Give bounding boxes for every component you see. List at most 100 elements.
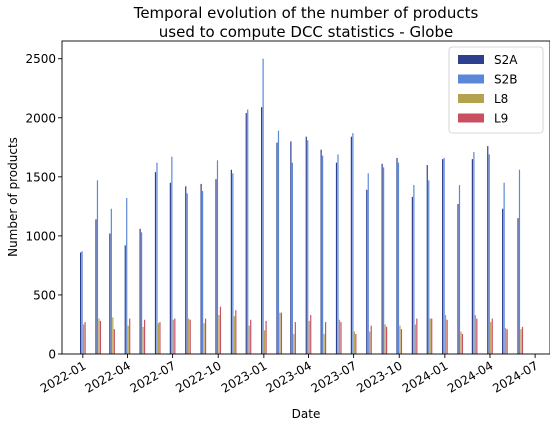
bar-l9-2022-03: [113, 329, 115, 354]
bar-l9-2022-05: [143, 319, 146, 354]
bar-l9-2022-07: [174, 318, 176, 354]
bar-l8-2024-02: [460, 331, 462, 354]
bar-s2a-2023-12: [426, 165, 428, 354]
bar-s2b-2023-02: [277, 130, 280, 354]
bar-l9-2024-01: [446, 319, 448, 354]
x-tick-label: 2023-10: [354, 358, 404, 395]
bar-l9-2024-03: [476, 318, 478, 354]
bar-s2b-2023-01: [262, 58, 264, 354]
x-axis-label: Date: [292, 407, 321, 421]
bar-l8-2022-12: [248, 325, 250, 354]
bar-l9-2024-04: [491, 318, 493, 354]
bar-l8-2024-05: [505, 328, 507, 354]
bar-s2a-2022-06: [154, 172, 157, 354]
bar-s2a-2023-04: [305, 136, 307, 354]
bar-l8-2022-04: [127, 325, 129, 354]
bar-s2b-2023-11: [413, 185, 415, 354]
bar-s2a-2022-12: [245, 113, 247, 354]
bar-s2a-2022-09: [200, 183, 202, 354]
bar-l9-2023-02: [280, 312, 283, 354]
y-axis-label: Number of products: [6, 137, 20, 257]
bar-l9-2022-09: [204, 318, 207, 354]
bar-s2a-2024-02: [457, 204, 459, 354]
bar-s2b-2023-03: [291, 162, 293, 354]
bar-s2b-2022-08: [186, 193, 188, 354]
bar-l8-2023-01: [263, 330, 266, 354]
chart-title-line-2: used to compute DCC statistics - Globe: [159, 23, 453, 41]
bar-l9-2023-04: [310, 315, 312, 354]
bar-s2a-2023-05: [320, 149, 322, 354]
bar-l8-2022-01: [82, 324, 85, 354]
bar-l9-2022-04: [129, 318, 131, 354]
bar-l8-2022-09: [203, 323, 205, 354]
bar-s2b-2022-03: [110, 208, 112, 354]
y-tick-label: 2000: [25, 111, 56, 125]
legend-label-l8: L8: [494, 92, 508, 106]
bar-l8-2022-11: [233, 316, 235, 354]
bar-s2b-2024-03: [473, 152, 475, 354]
bar-s2b-2023-07: [352, 133, 354, 354]
legend-label-l9: L9: [494, 112, 508, 126]
bar-s2b-2022-11: [232, 173, 234, 354]
plot-frame: [61, 40, 550, 355]
bar-l8-2022-07: [172, 319, 174, 354]
bar-l9-2022-06: [159, 322, 161, 354]
bar-l8-2023-10: [399, 325, 401, 354]
bar-l8-2023-12: [429, 318, 431, 354]
bar-s2b-2022-01: [81, 251, 83, 354]
bar-s2a-2023-08: [366, 189, 368, 354]
bars-group: [80, 58, 524, 354]
chart-title-line-1: Temporal evolution of the number of prod…: [133, 4, 479, 22]
bar-s2a-2023-02: [276, 142, 278, 354]
bar-s2b-2023-05: [322, 155, 324, 354]
bar-l9-2023-06: [340, 322, 342, 354]
bar-s2a-2022-08: [185, 186, 187, 354]
bar-l8-2023-06: [338, 319, 341, 354]
bar-s2b-2024-05: [503, 182, 505, 354]
legend-box: [448, 46, 544, 134]
bar-l9-2024-02: [461, 333, 464, 354]
bar-s2b-2022-09: [202, 191, 204, 354]
legend-swatch-l8: [458, 94, 484, 103]
x-tick-label: 2024-01: [400, 358, 450, 395]
bar-s2b-2022-05: [141, 232, 143, 354]
x-tick-label: 2022-10: [173, 358, 223, 395]
x-tick-label: 2024-07: [490, 358, 540, 395]
bar-l9-2024-06: [521, 326, 524, 354]
bar-s2b-2023-10: [397, 162, 400, 354]
bar-l9-2023-03: [294, 322, 296, 354]
bar-s2a-2023-06: [335, 162, 338, 354]
legend-swatch-l9: [458, 113, 484, 123]
bar-s2a-2022-10: [215, 179, 217, 354]
bar-s2b-2022-04: [126, 198, 128, 354]
bar-s2b-2022-02: [96, 180, 99, 354]
bar-l8-2022-05: [142, 326, 144, 354]
bar-l8-2023-08: [369, 331, 371, 354]
bar-l8-2023-05: [323, 333, 325, 354]
bar-s2a-2022-04: [124, 245, 126, 354]
bar-s2a-2023-01: [261, 107, 263, 354]
bar-l8-2023-03: [293, 333, 295, 354]
x-ticks-group: 2022-012022-042022-072022-102023-012023-…: [38, 354, 541, 396]
bar-s2b-2023-09: [383, 167, 385, 354]
bar-l9-2023-05: [324, 322, 327, 354]
y-tick-label: 500: [33, 288, 56, 302]
legend: S2A S2B L8 L9: [448, 46, 544, 134]
x-tick-label: 2022-01: [38, 358, 88, 395]
bar-l9-2022-01: [84, 322, 86, 354]
bar-l8-2022-10: [218, 315, 220, 354]
y-tick-label: 0: [48, 348, 56, 362]
bar-s2b-2023-08: [367, 173, 369, 354]
bar-s2a-2024-05: [502, 208, 504, 354]
bar-l9-2023-11: [416, 318, 418, 354]
y-tick-label: 1500: [25, 170, 56, 184]
bar-s2b-2022-07: [171, 156, 173, 354]
bar-l8-2022-03: [112, 317, 114, 354]
bar-l9-2024-05: [506, 329, 508, 354]
bar-s2a-2022-05: [139, 228, 141, 354]
bar-s2a-2022-01: [80, 252, 82, 354]
bar-s2a-2023-09: [381, 163, 383, 354]
bar-s2b-2024-02: [458, 185, 461, 354]
bar-l8-2024-04: [490, 322, 492, 354]
bar-s2a-2022-03: [109, 233, 111, 354]
